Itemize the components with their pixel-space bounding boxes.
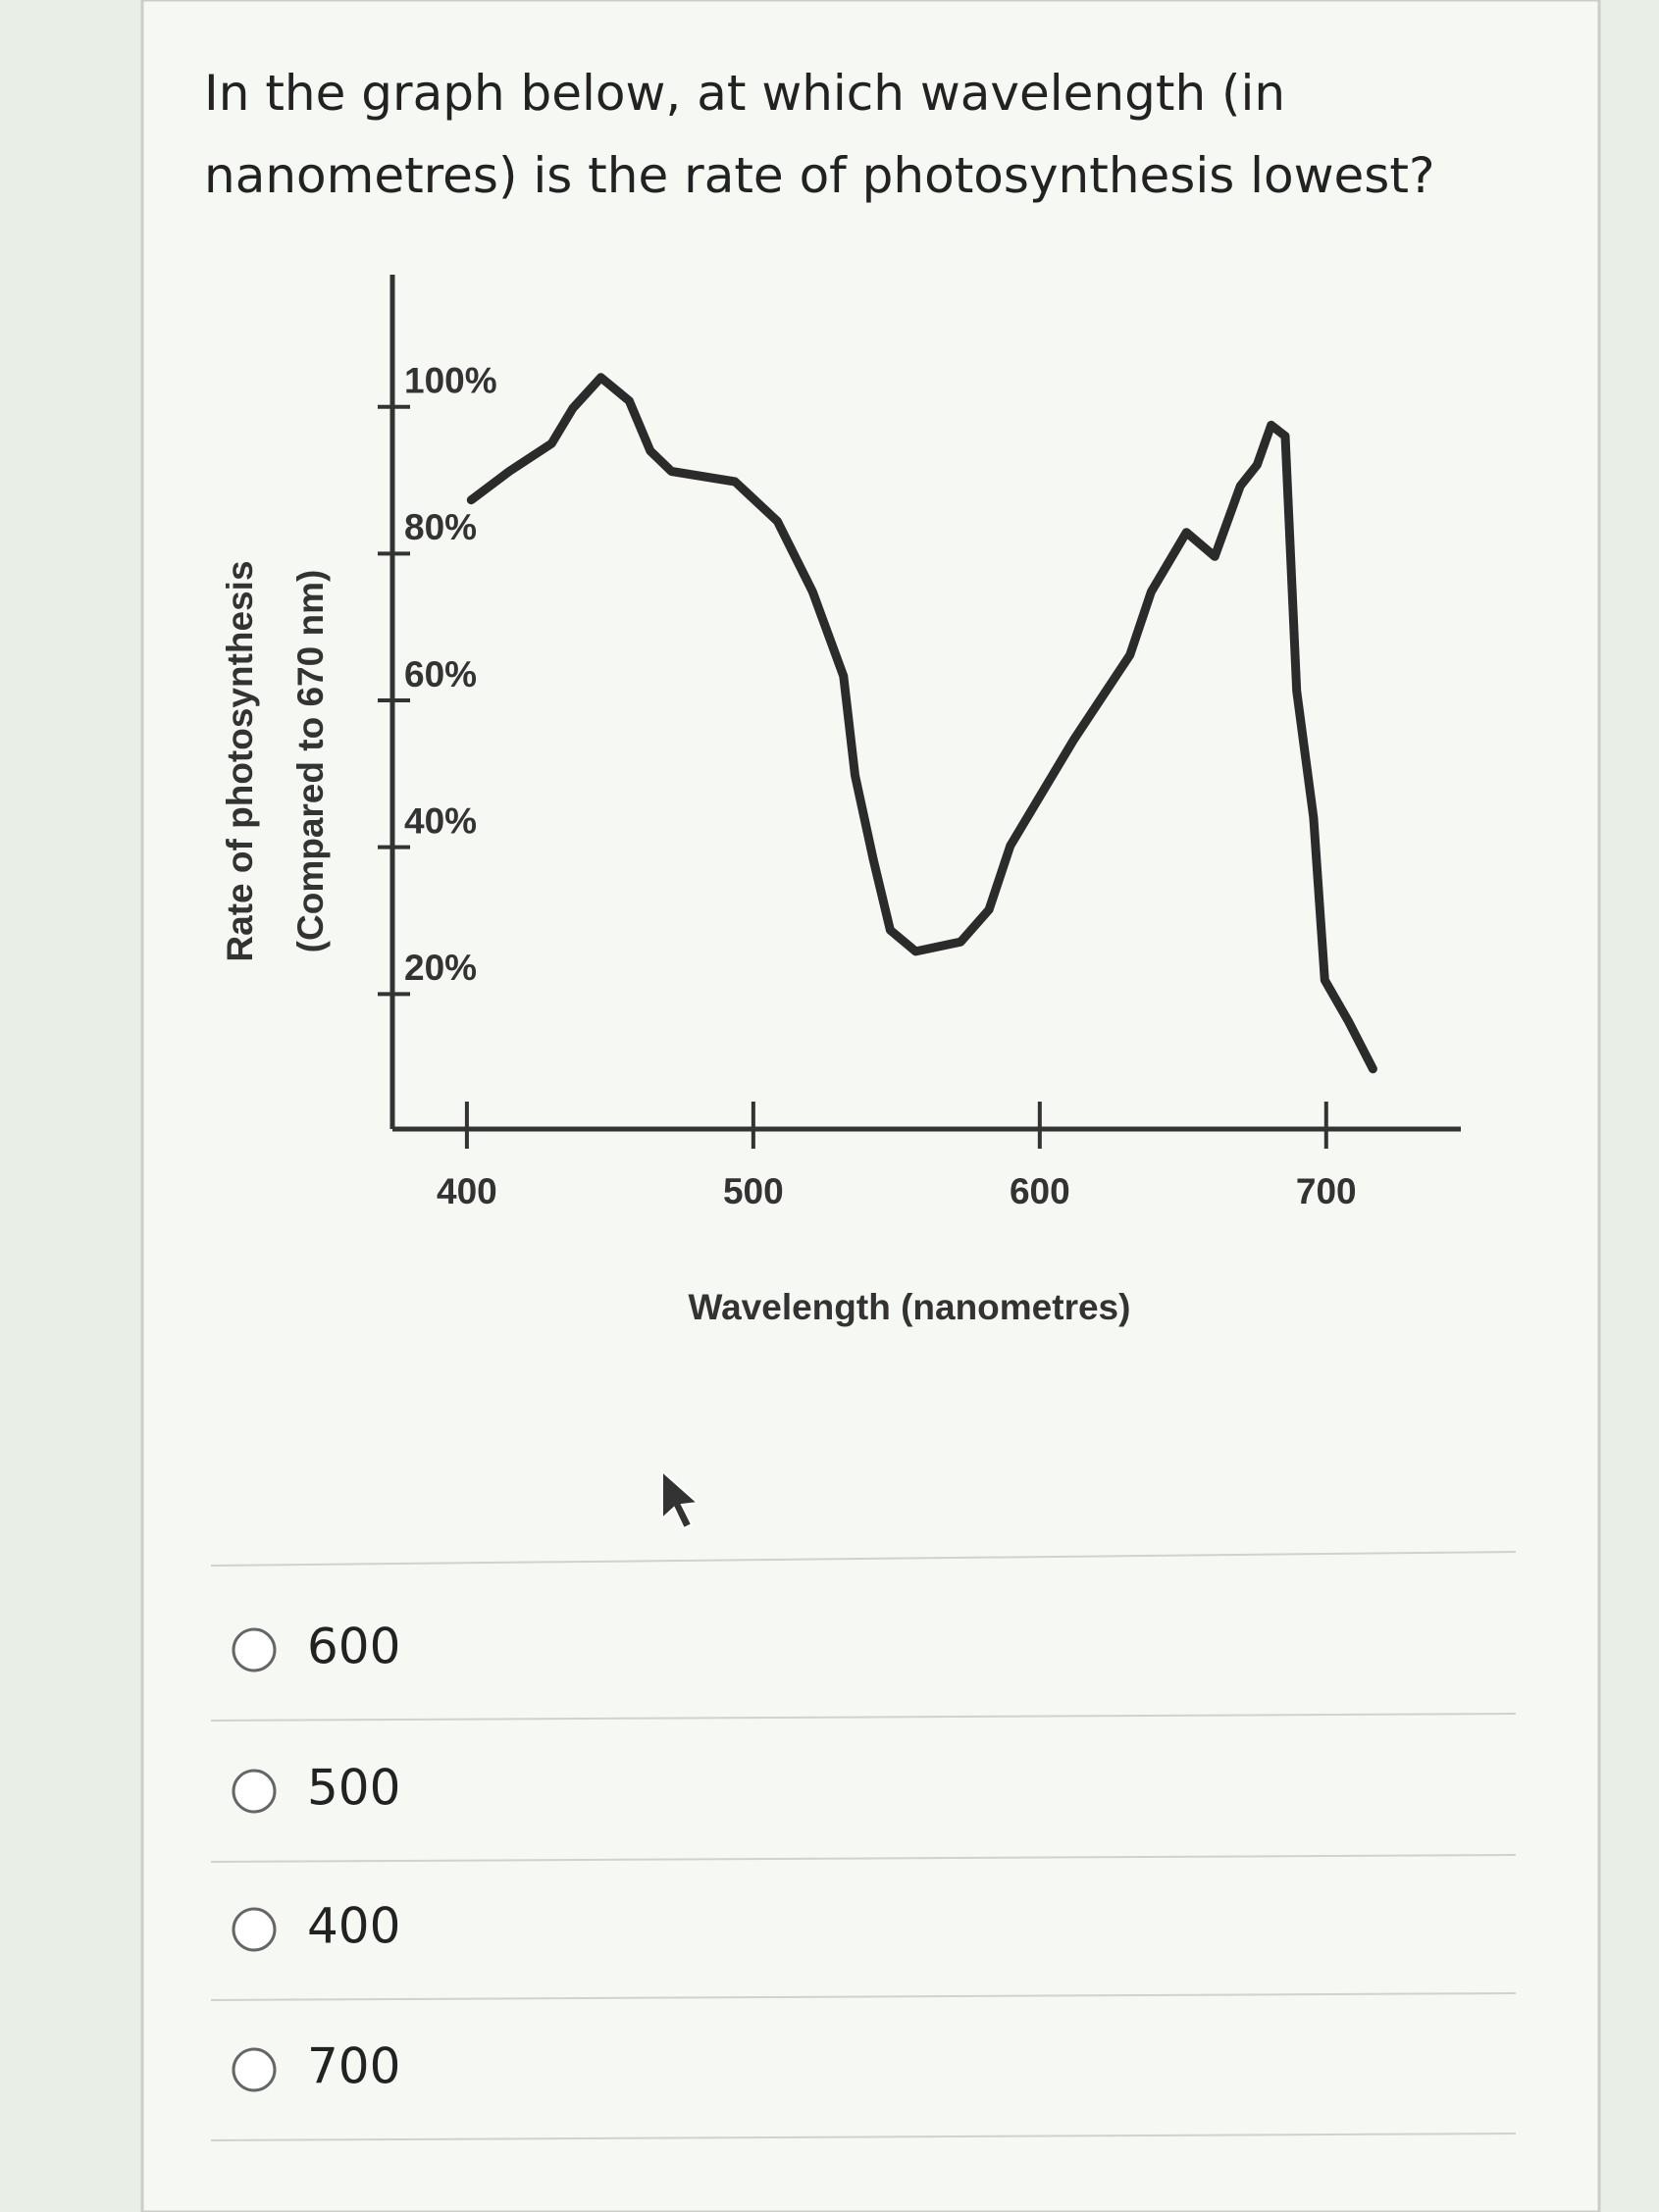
y-tick-label: 60% xyxy=(404,654,477,694)
separator xyxy=(210,2133,1517,2141)
separator xyxy=(210,1992,1517,2001)
separator xyxy=(210,1854,1517,1863)
option[interactable]: 700 xyxy=(232,2038,400,2095)
x-tick-label: 600 xyxy=(1010,1171,1070,1211)
x-axis-label: Wavelength (nanometres) xyxy=(689,1287,1131,1327)
x-tick-label: 500 xyxy=(723,1171,784,1211)
option-label[interactable]: 700 xyxy=(307,2038,400,2095)
radio-button[interactable] xyxy=(232,1627,277,1672)
option-label[interactable]: 400 xyxy=(307,1898,400,1955)
question: In the graph below, at which wavelength … xyxy=(204,65,1435,204)
radio-button[interactable] xyxy=(232,1769,277,1814)
y-axis-label: (Compared to 670 nm) xyxy=(290,570,331,953)
y-axis-label: Rate of photosynthesis xyxy=(220,560,260,961)
separator xyxy=(210,1713,1517,1722)
options: 600 500 400 700 xyxy=(210,1551,1517,2141)
chart: 20% 40% 60% 80% 100% 400 500 600 700 Wavelength (… xyxy=(220,275,1461,1327)
option-label[interactable]: 600 xyxy=(307,1619,400,1675)
data-line xyxy=(466,373,1377,1074)
y-tick-label: 100% xyxy=(404,360,497,400)
x-tick-label: 400 xyxy=(437,1171,497,1211)
y-tick-label: 20% xyxy=(404,948,477,988)
separator xyxy=(210,1551,1517,1567)
option[interactable]: 400 xyxy=(232,1898,400,1955)
option[interactable]: 600 xyxy=(232,1619,400,1675)
option[interactable]: 500 xyxy=(232,1760,400,1817)
y-tick-label: 40% xyxy=(404,800,477,841)
card xyxy=(140,0,1601,2212)
mouse-cursor xyxy=(661,1468,700,1530)
radio-button[interactable] xyxy=(232,2047,277,2092)
x-tick-label: 700 xyxy=(1296,1171,1357,1211)
radio-button[interactable] xyxy=(232,1907,277,1952)
option-label[interactable]: 500 xyxy=(307,1760,400,1817)
y-tick-label: 80% xyxy=(404,507,477,547)
